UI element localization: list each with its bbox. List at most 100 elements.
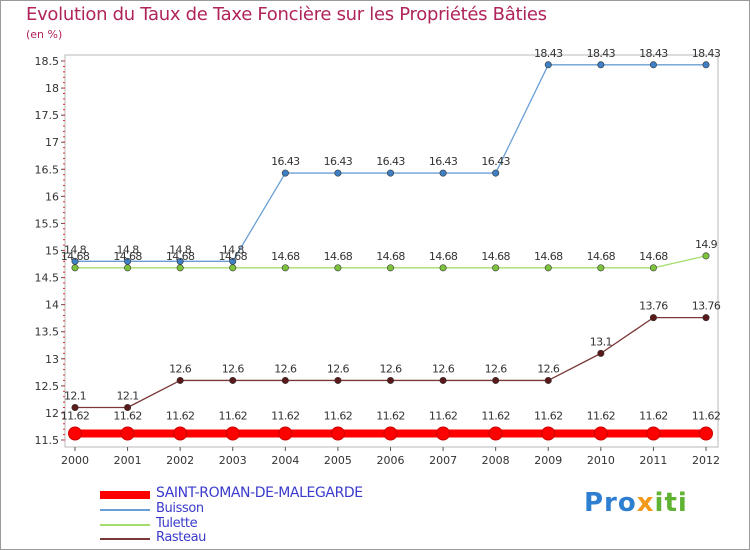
- legend-swatch: [100, 509, 150, 511]
- data-label-rasteau: 12.6: [485, 362, 508, 375]
- data-label-rasteau: 12.6: [169, 362, 192, 375]
- data-point-rasteau: [124, 404, 132, 412]
- y-axis-unit: (en %): [26, 28, 63, 41]
- data-label-saint-roman-de-malegarde: 11.62: [324, 410, 353, 423]
- data-label-buisson: 16.43: [271, 155, 300, 168]
- data-point-rasteau: [176, 376, 184, 384]
- data-label-buisson: 14.8: [117, 243, 140, 256]
- data-label-tulette: 14.68: [639, 250, 668, 263]
- data-label-tulette: 14.68: [166, 250, 195, 263]
- x-tick-label: 2004: [271, 454, 299, 467]
- x-tick-label: 2009: [534, 454, 562, 467]
- data-label-buisson: 18.43: [692, 47, 721, 60]
- data-point-tulette: [649, 264, 657, 272]
- data-label-rasteau: 13.76: [692, 300, 721, 313]
- data-label-tulette: 14.68: [429, 250, 458, 263]
- data-point-tulette: [702, 252, 710, 260]
- data-label-saint-roman-de-malegarde: 11.62: [481, 410, 510, 423]
- data-label-buisson: 16.43: [376, 155, 405, 168]
- chart-title: Evolution du Taux de Taxe Foncière sur l…: [26, 4, 547, 25]
- data-point-saint-roman-de-malegarde: [278, 426, 293, 441]
- x-tick-label: 2008: [482, 454, 510, 467]
- data-label-rasteau: 12.6: [432, 362, 455, 375]
- data-point-rasteau: [334, 376, 342, 384]
- data-point-saint-roman-de-malegarde: [436, 426, 451, 441]
- data-label-saint-roman-de-malegarde: 11.62: [692, 410, 721, 423]
- data-label-saint-roman-de-malegarde: 11.62: [587, 410, 616, 423]
- data-label-buisson: 18.43: [639, 47, 668, 60]
- data-label-buisson: 16.43: [324, 155, 353, 168]
- data-label-buisson: 16.43: [429, 155, 458, 168]
- data-point-tulette: [334, 264, 342, 272]
- data-point-tulette: [597, 264, 605, 272]
- data-point-buisson: [492, 169, 500, 177]
- data-label-buisson: 16.43: [481, 155, 510, 168]
- x-tick-label: 2000: [61, 454, 89, 467]
- x-tick-label: 2001: [114, 454, 142, 467]
- y-tick-label: 11.5: [35, 434, 60, 447]
- data-label-buisson: 14.8: [64, 243, 87, 256]
- data-point-buisson: [386, 169, 394, 177]
- data-point-saint-roman-de-malegarde: [120, 426, 135, 441]
- data-point-buisson: [649, 61, 657, 69]
- data-point-rasteau: [492, 376, 500, 384]
- data-point-rasteau: [649, 314, 657, 322]
- data-point-buisson: [281, 169, 289, 177]
- data-label-tulette: 14.68: [271, 250, 300, 263]
- data-point-saint-roman-de-malegarde: [68, 426, 82, 441]
- y-tick-label: 18: [45, 82, 59, 95]
- data-point-tulette: [176, 264, 184, 272]
- data-point-saint-roman-de-malegarde: [383, 426, 398, 441]
- data-label-saint-roman-de-malegarde: 11.62: [429, 410, 458, 423]
- data-point-rasteau: [544, 376, 552, 384]
- y-tick-label: 12.5: [35, 380, 60, 393]
- data-label-buisson: 14.8: [222, 243, 245, 256]
- x-tick-label: 2003: [219, 454, 247, 467]
- data-point-buisson: [702, 61, 710, 69]
- data-point-buisson: [439, 169, 447, 177]
- y-tick-label: 17.5: [35, 109, 60, 122]
- data-label-tulette: 14.68: [534, 250, 563, 263]
- data-point-rasteau: [281, 376, 289, 384]
- data-point-tulette: [544, 264, 552, 272]
- data-point-saint-roman-de-malegarde: [541, 426, 556, 441]
- legend-swatch: [100, 538, 150, 540]
- data-label-rasteau: 13.1: [590, 335, 612, 348]
- y-tick-label: 13: [45, 353, 59, 366]
- data-point-rasteau: [71, 404, 79, 412]
- data-label-rasteau: 12.6: [537, 362, 560, 375]
- data-label-rasteau: 12.6: [274, 362, 297, 375]
- data-label-tulette: 14.68: [324, 250, 353, 263]
- data-label-saint-roman-de-malegarde: 11.62: [376, 410, 405, 423]
- data-point-saint-roman-de-malegarde: [699, 426, 713, 441]
- data-label-saint-roman-de-malegarde: 11.62: [113, 410, 142, 423]
- data-point-tulette: [71, 264, 79, 272]
- y-tick-label: 13.5: [35, 326, 60, 339]
- x-tick-label: 2006: [377, 454, 405, 467]
- y-tick-label: 15: [45, 245, 59, 258]
- data-point-saint-roman-de-malegarde: [593, 426, 608, 441]
- y-tick-label: 18.5: [35, 55, 60, 68]
- data-point-tulette: [229, 264, 237, 272]
- legend-label: Buisson: [156, 501, 204, 516]
- data-point-rasteau: [386, 376, 394, 384]
- y-tick-label: 14.5: [35, 272, 60, 285]
- y-tick-label: 17: [45, 136, 59, 149]
- y-tick-label: 15.5: [35, 217, 60, 230]
- data-point-buisson: [597, 61, 605, 69]
- data-label-saint-roman-de-malegarde: 11.62: [534, 410, 563, 423]
- data-point-saint-roman-de-malegarde: [646, 426, 661, 441]
- legend-swatch: [100, 524, 150, 526]
- y-tick-label: 16: [45, 190, 59, 203]
- x-tick-label: 2012: [692, 454, 720, 467]
- data-label-saint-roman-de-malegarde: 11.62: [271, 410, 300, 423]
- data-point-saint-roman-de-malegarde: [488, 426, 503, 441]
- data-label-tulette: 14.68: [376, 250, 405, 263]
- data-label-buisson: 14.8: [169, 243, 192, 256]
- data-label-buisson: 18.43: [587, 47, 616, 60]
- legend-label: Rasteau: [156, 530, 206, 545]
- data-label-saint-roman-de-malegarde: 11.62: [166, 410, 195, 423]
- y-tick-label: 12: [45, 407, 59, 420]
- x-tick-label: 2007: [429, 454, 457, 467]
